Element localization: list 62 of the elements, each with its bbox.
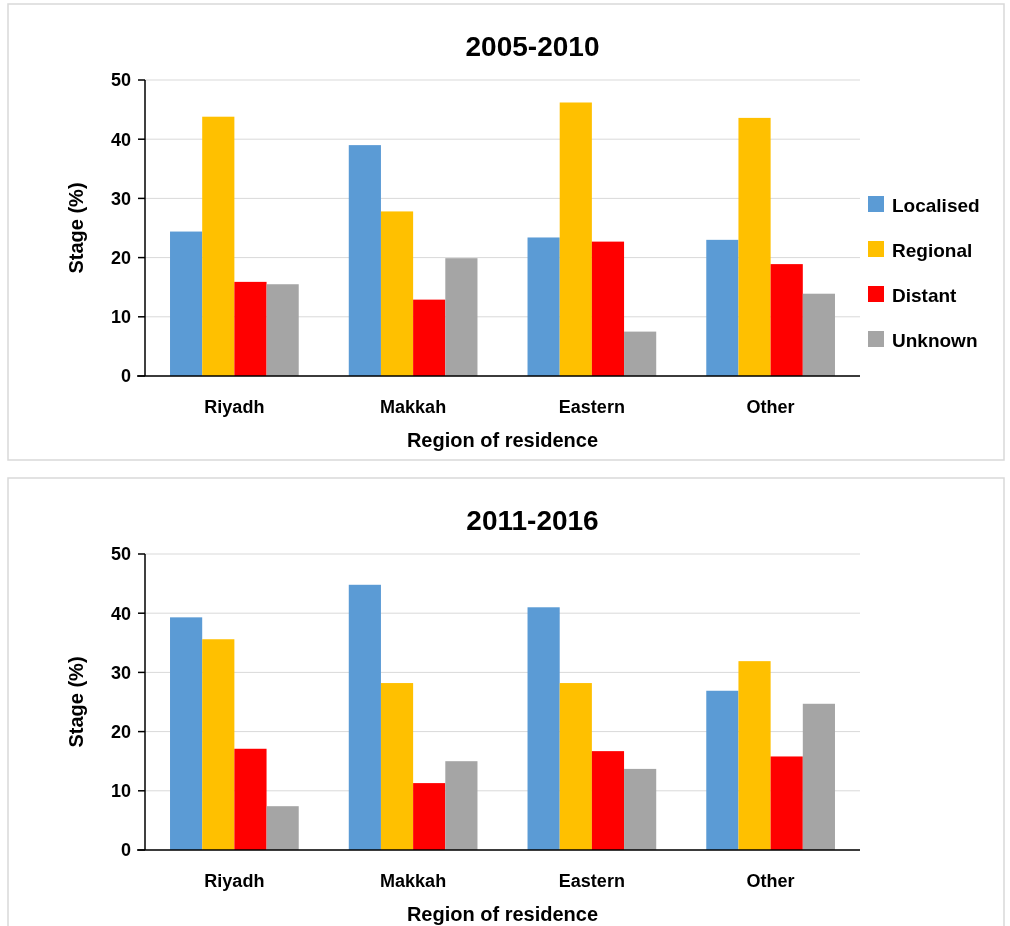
y-tick-label: 10 — [110, 781, 131, 802]
chart-title: 2011-2016 — [466, 505, 599, 536]
x-tick-label: Riyadh — [204, 871, 265, 891]
bar — [234, 748, 267, 850]
bar — [445, 761, 478, 850]
bar — [413, 299, 446, 376]
bar — [527, 607, 560, 850]
x-tick-label: Makkah — [380, 871, 447, 891]
y-axis-title: Stage (%) — [65, 182, 87, 274]
bar — [266, 284, 299, 376]
bar — [591, 241, 625, 376]
bar — [527, 237, 560, 376]
bar — [624, 331, 657, 376]
bar — [413, 783, 446, 850]
x-tick-label: Eastern — [558, 397, 625, 417]
y-tick-label: 40 — [110, 603, 131, 624]
bar — [266, 806, 299, 850]
bar — [170, 231, 203, 376]
y-tick-label: 50 — [110, 544, 131, 565]
bar — [802, 293, 835, 376]
bar — [202, 639, 235, 850]
bar — [802, 703, 835, 850]
x-axis-title: Region of residence — [406, 903, 599, 925]
y-tick-label: 0 — [120, 366, 131, 387]
y-tick-label: 40 — [110, 129, 131, 150]
chart-title: 2005-2010 — [465, 31, 600, 62]
bar — [624, 768, 657, 850]
x-axis-title: Region of residence — [406, 429, 599, 451]
y-tick-label: 50 — [110, 70, 131, 91]
y-tick-label: 30 — [110, 188, 131, 209]
y-tick-label: 30 — [110, 662, 131, 683]
legend-label: Distant — [892, 284, 958, 306]
bar — [770, 264, 803, 376]
y-tick-label: 10 — [110, 307, 131, 328]
bar — [202, 116, 235, 376]
y-tick-label: 20 — [110, 247, 131, 268]
legend-label: Regional — [892, 239, 973, 261]
bar — [348, 145, 381, 376]
bar — [706, 239, 739, 376]
bar — [380, 211, 414, 376]
bar — [591, 751, 625, 850]
y-tick-label: 0 — [120, 840, 131, 861]
bar — [170, 617, 203, 850]
x-tick-label: Other — [746, 871, 795, 891]
x-tick-label: Eastern — [558, 871, 625, 891]
bar — [234, 281, 267, 376]
x-tick-label: Riyadh — [204, 397, 265, 417]
x-tick-label: Makkah — [380, 397, 447, 417]
bar — [770, 756, 803, 850]
y-axis-title: Stage (%) — [65, 656, 87, 748]
bar — [738, 661, 771, 850]
legend-label: Unknown — [892, 329, 978, 351]
bar — [445, 258, 478, 376]
legend-label: Localised — [892, 194, 980, 216]
bar — [380, 683, 414, 850]
bar — [559, 683, 592, 850]
bar — [348, 584, 381, 850]
bar — [706, 690, 739, 850]
y-tick-label: 20 — [110, 721, 131, 742]
bar — [559, 102, 592, 376]
x-tick-label: Other — [746, 397, 795, 417]
bar — [738, 117, 771, 376]
